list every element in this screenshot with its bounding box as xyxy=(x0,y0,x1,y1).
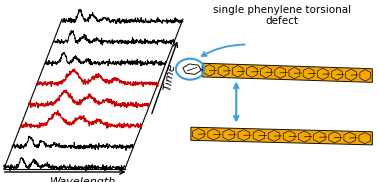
Polygon shape xyxy=(289,67,300,79)
Polygon shape xyxy=(208,129,219,140)
Polygon shape xyxy=(204,65,215,76)
Polygon shape xyxy=(359,133,370,144)
Polygon shape xyxy=(275,67,286,78)
Polygon shape xyxy=(303,68,314,79)
Polygon shape xyxy=(246,66,257,77)
Polygon shape xyxy=(191,127,372,145)
Polygon shape xyxy=(218,65,229,76)
Polygon shape xyxy=(314,131,325,143)
Polygon shape xyxy=(344,132,355,143)
Polygon shape xyxy=(268,130,280,141)
Polygon shape xyxy=(253,130,265,141)
Polygon shape xyxy=(223,129,234,140)
Text: Time: Time xyxy=(163,63,178,92)
Polygon shape xyxy=(232,66,243,77)
Polygon shape xyxy=(183,64,201,74)
Polygon shape xyxy=(299,131,310,142)
Polygon shape xyxy=(332,69,342,80)
Polygon shape xyxy=(329,132,340,143)
Polygon shape xyxy=(360,70,371,81)
Text: Wavelength: Wavelength xyxy=(50,177,116,182)
Polygon shape xyxy=(284,131,295,142)
Polygon shape xyxy=(238,130,249,141)
Polygon shape xyxy=(317,68,328,80)
Polygon shape xyxy=(260,66,271,78)
Polygon shape xyxy=(202,63,372,82)
Polygon shape xyxy=(193,128,204,139)
Polygon shape xyxy=(345,69,356,81)
Text: single phenylene torsional
defect: single phenylene torsional defect xyxy=(212,5,351,26)
